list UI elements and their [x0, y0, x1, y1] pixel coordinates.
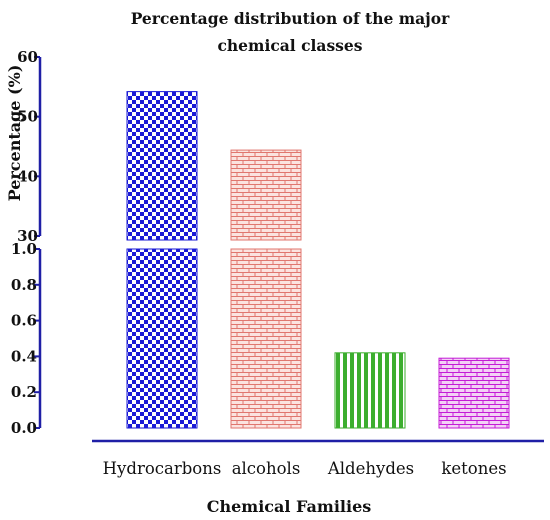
y-tick-label: 1.0: [11, 240, 37, 258]
bar-hydrocarbons-lower: [126, 248, 198, 429]
x-category-label: ketones: [441, 459, 506, 478]
y-tick-label: 40: [17, 167, 38, 185]
x-category-label: Hydrocarbons: [103, 459, 222, 478]
x-category-label: alcohols: [232, 459, 301, 478]
y-tick-label: 0.0: [11, 419, 37, 437]
chart-title-line-2: chemical classes: [217, 36, 362, 55]
x-category-label: Aldehydes: [327, 459, 414, 478]
chart-title-line-1: Percentage distribution of the major: [131, 9, 450, 28]
axes-group: [38, 57, 544, 443]
bar-alcohols-lower: [230, 248, 302, 429]
bar-hydrocarbons-upper: [126, 91, 198, 241]
y-tick-label: 60: [17, 48, 38, 66]
bar-aldehydes: [334, 352, 406, 429]
bar-alcohols-upper: [230, 149, 302, 241]
x-axis-label: Chemical Families: [207, 497, 372, 516]
y-tick-label: 0.2: [11, 383, 37, 401]
y-tick-label: 0.4: [11, 347, 37, 365]
y-tick-label: 0.6: [11, 312, 37, 330]
y-tick-label: 50: [17, 108, 38, 126]
bars-group: [126, 91, 510, 429]
y-ticks-group: 0.0 0.2 0.4 0.6 0.8 1.030 40 50 60: [11, 48, 40, 437]
x-categories-group: Hydrocarbons alcohols Aldehydes ketones: [103, 459, 507, 478]
y-tick-label: 0.8: [11, 276, 37, 294]
bar-ketones: [438, 357, 510, 429]
y-axis-label: Percentage (%): [5, 65, 24, 202]
y-tick-label: 30: [17, 227, 38, 245]
